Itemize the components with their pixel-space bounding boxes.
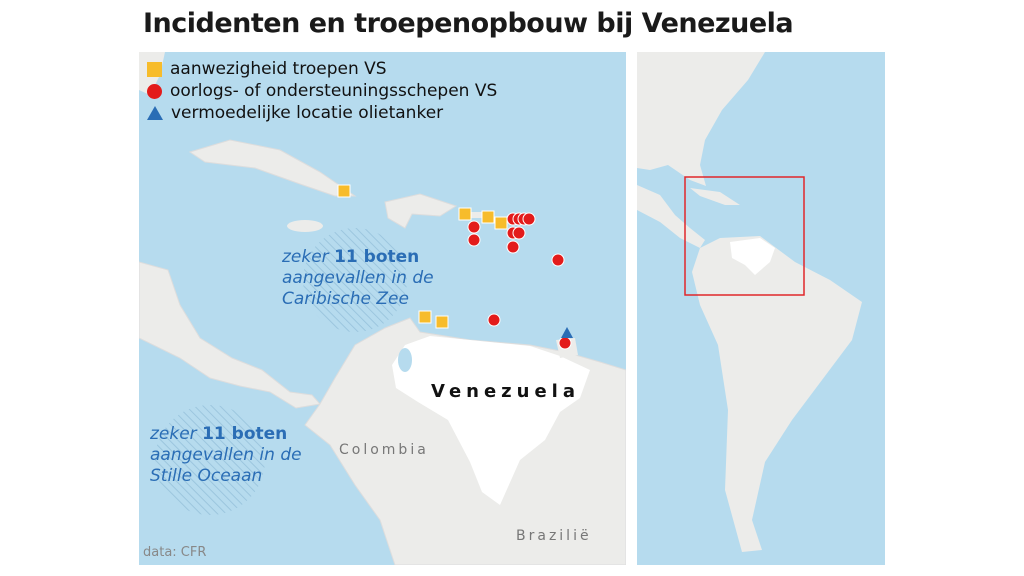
- ship-marker: [467, 233, 481, 247]
- source-note: data: CFR: [143, 545, 207, 560]
- troops-marker: [494, 216, 508, 230]
- legend-label: vermoedelijke locatie olietanker: [171, 103, 444, 123]
- legend-label: oorlogs- of ondersteuningsschepen VS: [170, 81, 498, 101]
- caribbean-annotation: zeker 11 boten aangevallen in de Caribis…: [282, 247, 434, 310]
- troops-marker: [337, 184, 351, 198]
- inset-focus-frame: [684, 176, 805, 296]
- legend-item-troops: aanwezigheid troepen VS: [147, 58, 497, 80]
- annotation-line: aangevallen in de: [282, 268, 434, 288]
- ship-marker: [487, 313, 501, 327]
- inset-venezuela: [730, 238, 775, 275]
- circle-icon: [147, 83, 162, 99]
- troops-marker: [435, 315, 449, 329]
- annotation-line: aangevallen in de: [150, 445, 302, 465]
- troops-marker: [418, 310, 432, 324]
- central-america: [139, 261, 321, 409]
- jamaica: [287, 220, 323, 232]
- pacific-hatch: [155, 405, 265, 515]
- triangle-icon: [147, 106, 163, 120]
- annotation-count: 11 boten: [202, 424, 288, 444]
- ship-marker: [558, 336, 572, 350]
- annotation-line: Stille Oceaan: [150, 466, 263, 486]
- main-map: [139, 52, 626, 565]
- lake-maracaibo: [398, 348, 412, 372]
- troops-marker: [458, 207, 472, 221]
- legend-item-ships: oorlogs- of ondersteuningsschepen VS: [147, 80, 497, 102]
- label-colombia: Colombia: [339, 442, 429, 458]
- ship-marker: [522, 212, 536, 226]
- caribbean-hatch: [303, 228, 407, 332]
- troops-marker: [481, 210, 495, 224]
- square-icon: [147, 61, 162, 77]
- legend-label: aanwezigheid troepen VS: [170, 59, 387, 79]
- tanker-marker: [561, 327, 573, 338]
- legend: aanwezigheid troepen VS oorlogs- of onde…: [147, 58, 497, 124]
- pacific-annotation: zeker 11 boten aangevallen in de Stille …: [150, 424, 302, 487]
- legend-item-tanker: vermoedelijke locatie olietanker: [147, 102, 497, 124]
- annotation-prefix: zeker: [282, 247, 329, 267]
- inset-central-america: [637, 185, 705, 248]
- map-title: Incidenten en troepenopbouw bij Venezuel…: [143, 8, 794, 39]
- ship-marker: [512, 226, 526, 240]
- hispaniola: [384, 193, 458, 229]
- markers: [337, 184, 573, 350]
- inset-south-america: [692, 236, 862, 552]
- ship-marker: [467, 220, 481, 234]
- label-venezuela: Venezuela: [431, 381, 580, 402]
- ship-marker: [506, 240, 520, 254]
- venezuela-shape: [392, 336, 590, 505]
- annotation-prefix: zeker: [150, 424, 197, 444]
- inset-cuba: [690, 188, 740, 205]
- annotation-count: 11 boten: [334, 247, 420, 267]
- annotation-line: Caribische Zee: [282, 289, 409, 309]
- ship-marker: [551, 253, 565, 267]
- inset-map: [637, 52, 885, 565]
- label-brazil: Brazilië: [516, 528, 592, 544]
- inset-north-america: [637, 52, 765, 186]
